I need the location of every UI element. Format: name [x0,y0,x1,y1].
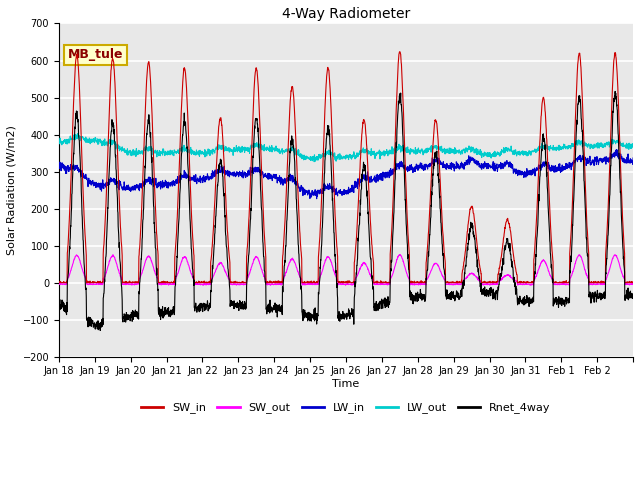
SW_in [629,279,637,285]
Rnet_4way [621,293,629,299]
SW_out [381,281,388,287]
Rnet_4way [629,294,637,300]
SW_in [237,280,244,286]
LW_out [621,143,629,148]
LW_in [612,147,620,153]
LW_in [313,196,321,202]
Line: SW_out: SW_out [59,254,633,285]
Line: SW_in: SW_in [59,52,633,283]
SW_in [381,280,388,286]
SW_in [113,118,120,123]
Rnet_4way [97,328,104,334]
LW_in [629,155,637,161]
Rnet_4way [237,301,244,307]
Line: LW_in: LW_in [59,150,633,199]
LW_out [552,146,559,152]
SW_out [527,282,535,288]
Title: 4-Way Radiometer: 4-Way Radiometer [282,7,410,21]
LW_out [55,140,63,146]
LW_out [74,131,81,136]
LW_out [381,153,389,158]
SW_in [520,280,527,286]
SW_out [236,281,244,287]
LW_out [629,141,637,147]
SW_out [113,260,120,265]
LW_in [55,160,63,166]
Y-axis label: Solar Radiation (W/m2): Solar Radiation (W/m2) [7,125,17,255]
LW_in [621,157,629,163]
LW_out [237,150,244,156]
LW_out [310,159,318,165]
SW_out [621,282,629,288]
LW_in [519,170,527,176]
Rnet_4way [55,297,63,303]
LW_in [113,177,120,182]
SW_out [55,280,63,286]
Legend: SW_in, SW_out, LW_in, LW_out, Rnet_4way: SW_in, SW_out, LW_in, LW_out, Rnet_4way [136,398,556,418]
LW_out [520,152,527,158]
Text: MB_tule: MB_tule [67,48,123,61]
Rnet_4way [381,300,388,306]
LW_in [552,168,559,174]
Rnet_4way [519,301,527,307]
SW_in [396,49,404,55]
SW_in [55,280,63,286]
SW_in [55,279,63,285]
SW_out [396,252,404,257]
LW_in [236,172,244,178]
X-axis label: Time: Time [332,379,360,389]
Line: LW_out: LW_out [59,133,633,162]
Rnet_4way [611,88,619,94]
Line: Rnet_4way: Rnet_4way [59,91,633,331]
SW_in [621,280,629,286]
Rnet_4way [113,174,120,180]
SW_out [629,279,637,285]
LW_out [113,144,120,150]
Rnet_4way [552,299,559,304]
SW_out [519,281,527,287]
SW_in [552,279,559,285]
LW_in [381,173,388,179]
SW_out [552,281,559,287]
